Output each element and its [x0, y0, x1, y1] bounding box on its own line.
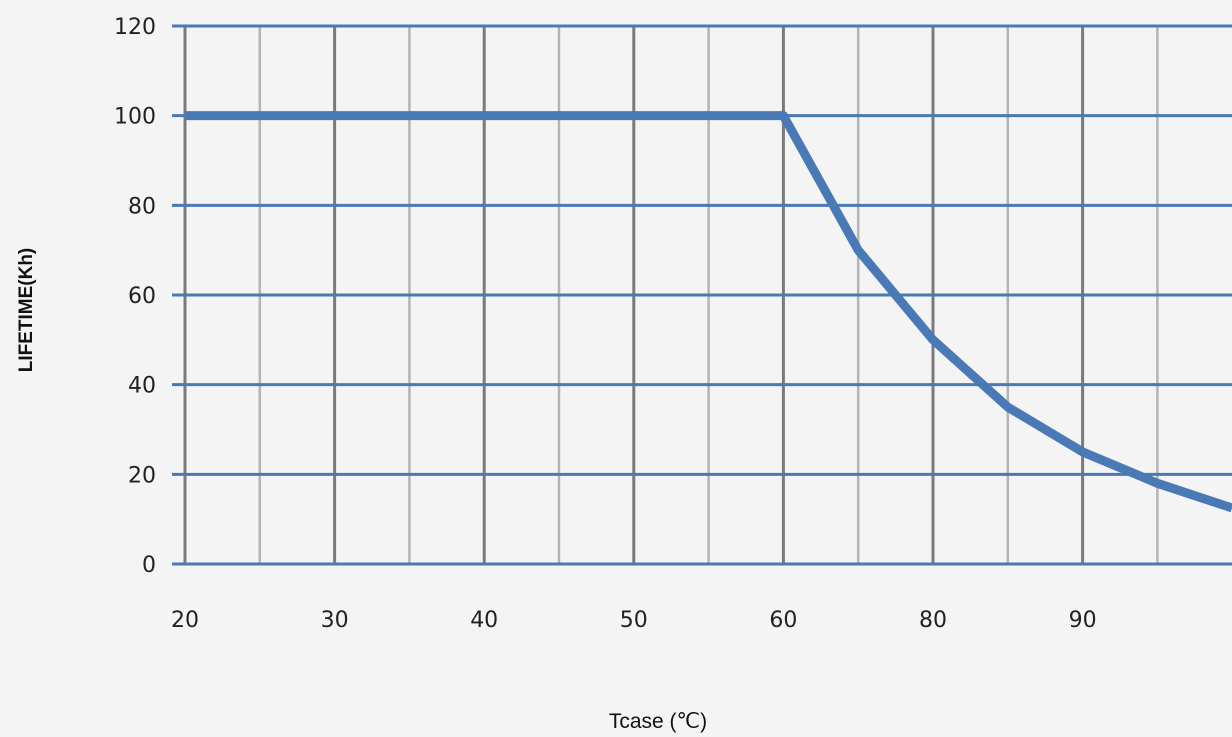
y-tick-label: 100 — [114, 105, 156, 130]
y-tick-labels: 0 20 40 60 80 100 120 — [114, 15, 156, 578]
y-tick-label: 20 — [128, 463, 156, 488]
x-tick-label: 90 — [1069, 608, 1097, 633]
series-point — [633, 115, 635, 117]
series-point — [1156, 482, 1158, 484]
y-tick-label: 120 — [114, 15, 156, 40]
x-axis-label: Tcase (℃) — [609, 710, 707, 733]
series-point — [782, 115, 784, 117]
series-point — [483, 115, 485, 117]
y-tick-label: 80 — [128, 194, 156, 219]
y-tick-label: 60 — [128, 284, 156, 309]
x-tick-label: 60 — [769, 608, 797, 633]
series-point — [857, 249, 859, 251]
x-tick-label: 30 — [321, 608, 349, 633]
y-axis-label: LIFETIME(Kh) — [16, 248, 37, 373]
x-tick-label: 80 — [919, 608, 947, 633]
series-group — [184, 111, 1232, 513]
x-tick-label: 40 — [470, 608, 498, 633]
series-point — [1007, 406, 1009, 408]
series-point — [1082, 451, 1084, 453]
x-tick-label: 50 — [620, 608, 648, 633]
series-point — [932, 339, 934, 341]
series-point — [334, 115, 336, 117]
horizontal-gridlines — [172, 24, 1232, 566]
y-tick-label: 40 — [128, 374, 156, 399]
x-tick-labels: 20 30 40 50 60 80 90 — [171, 608, 1097, 633]
y-tick-label: 0 — [142, 553, 156, 578]
series-point — [184, 115, 186, 117]
x-tick-label: 20 — [171, 608, 199, 633]
